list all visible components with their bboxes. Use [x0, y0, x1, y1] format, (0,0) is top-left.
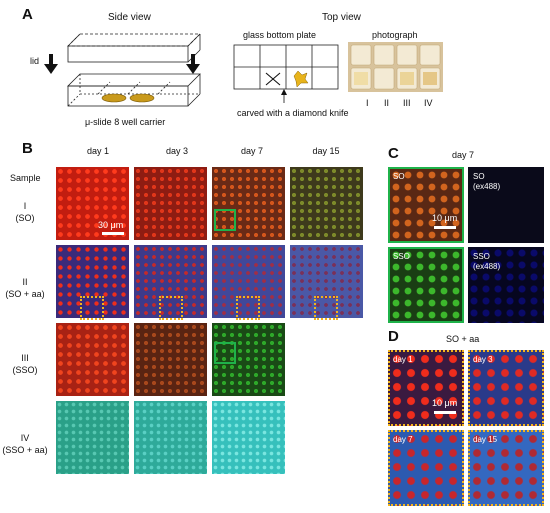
- panel-c-letter: C: [388, 145, 399, 162]
- scale-bar-c-label: 10 μm: [432, 213, 458, 223]
- micrograph-II-day1: [56, 245, 129, 318]
- micrograph-c-so-ex488: [468, 167, 544, 243]
- panel-b-letter: B: [22, 140, 33, 157]
- micrograph-c-so: [388, 167, 464, 243]
- micrograph-d-day15: [468, 430, 544, 506]
- d-label-day3: day 3: [473, 355, 493, 364]
- c-label-so: SO: [393, 172, 405, 181]
- micrograph-d-day7: [388, 430, 464, 506]
- scale-bar-b: [102, 232, 124, 235]
- row-label-4: IV (SSO + aa): [2, 433, 48, 455]
- photo-label-1: I: [366, 98, 369, 108]
- d-label-day1: day 1: [393, 355, 413, 364]
- region-box-II-day15: [314, 296, 338, 320]
- micrograph-III-day7: [212, 323, 285, 396]
- micrograph-I-day15: [290, 167, 363, 240]
- photo-label-2: II: [384, 98, 390, 108]
- region-box-II-day3: [159, 296, 183, 320]
- region-box-III-day7: [214, 342, 236, 364]
- panel-a-letter: A: [22, 6, 33, 23]
- side-view-title: Side view: [108, 12, 151, 23]
- micrograph-IV-day1: [56, 401, 129, 474]
- carrier-diagram: [44, 33, 201, 107]
- col-day-7: day 7: [240, 146, 264, 156]
- micrograph-II-day3: [134, 245, 207, 318]
- micrograph-II-day7: [212, 245, 285, 318]
- scale-bar-b-label: 30 μm: [98, 220, 124, 230]
- micrograph-III-day1: [56, 323, 129, 396]
- knife-caption: carved with a diamond knife: [237, 108, 349, 118]
- photo-label-3: III: [403, 98, 411, 108]
- row-label-3: III (SSO): [12, 353, 38, 375]
- plate-title: glass bottom plate: [243, 30, 317, 40]
- panel-d-letter: D: [388, 328, 399, 345]
- scale-bar-d-label: 10 μm: [432, 398, 458, 408]
- lid-label: lid: [30, 56, 40, 66]
- plate-grid-diagram: [233, 44, 339, 103]
- micrograph-d-day3: [468, 350, 544, 426]
- micrograph-I-day1: [56, 167, 129, 240]
- micrograph-c-sso-ex488: [468, 247, 544, 323]
- photo-label-4: IV: [424, 98, 433, 108]
- micrograph-I-day7: [212, 167, 285, 240]
- micrograph-c-sso: [388, 247, 464, 323]
- row-label-2: II (SO + aa): [5, 277, 45, 299]
- row-label-1: I (SO): [15, 201, 35, 223]
- plate-photograph: [348, 42, 443, 92]
- region-box-II-day1: [80, 296, 104, 320]
- region-box-II-day7: [236, 296, 260, 320]
- d-label-day7: day 7: [393, 435, 413, 444]
- micrograph-III-day3: [134, 323, 207, 396]
- micrograph-II-day15: [290, 245, 363, 318]
- micrograph-IV-day7: [212, 401, 285, 474]
- carrier-caption: μ-slide 8 well carrier: [85, 117, 166, 127]
- top-view-title: Top view: [322, 12, 361, 23]
- photo-title: photograph: [372, 30, 418, 40]
- c-label-sso-ex488: SSO (ex488): [473, 252, 501, 271]
- micrograph-IV-day3: [134, 401, 207, 474]
- col-day-3: day 3: [165, 146, 189, 156]
- region-box-I-day7: [214, 209, 236, 231]
- scale-bar-c: [434, 226, 456, 229]
- col-day-15: day 15: [312, 146, 340, 156]
- micrograph-I-day3: [134, 167, 207, 240]
- c-label-sso: SSO: [393, 252, 410, 261]
- d-label-day15: day 15: [473, 435, 498, 444]
- sample-header: Sample: [10, 173, 41, 183]
- c-label-so-ex488: SO (ex488): [473, 172, 501, 191]
- panel-d-title: SO + aa: [446, 334, 480, 344]
- scale-bar-d: [434, 411, 456, 414]
- panel-c-title: day 7: [452, 150, 475, 160]
- col-day-1: day 1: [86, 146, 110, 156]
